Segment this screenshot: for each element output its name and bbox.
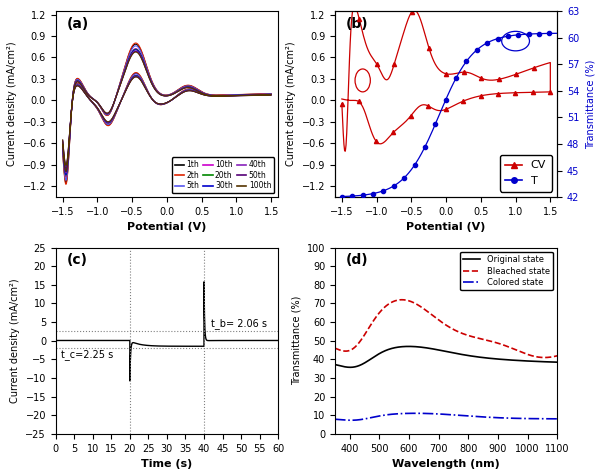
X-axis label: Time (s): Time (s) [141,459,193,469]
X-axis label: Potential (V): Potential (V) [406,222,486,232]
Text: (d): (d) [346,253,368,267]
Y-axis label: Transmittance (%): Transmittance (%) [291,296,301,386]
X-axis label: Wavelength (nm): Wavelength (nm) [393,459,500,469]
Text: (a): (a) [67,17,89,30]
Y-axis label: Current density (mA/cm²): Current density (mA/cm²) [10,278,20,403]
Legend: 1th, 2th, 5th, 10th, 20th, 30th, 40th, 50th, 100th: 1th, 2th, 5th, 10th, 20th, 30th, 40th, 5… [172,157,275,193]
Y-axis label: Current density (mA/cm²): Current density (mA/cm²) [286,42,296,167]
Text: (c): (c) [67,253,88,267]
Y-axis label: Transmittance (%): Transmittance (%) [585,60,595,149]
Legend: Original state, Bleached state, Colored state: Original state, Bleached state, Colored … [460,252,553,290]
Text: t_b= 2.06 s: t_b= 2.06 s [211,318,267,328]
Text: (b): (b) [346,17,368,30]
Text: t_c=2.25 s: t_c=2.25 s [61,349,114,360]
X-axis label: Potential (V): Potential (V) [127,222,206,232]
Legend: CV, T: CV, T [500,155,551,192]
Y-axis label: Current density (mA/cm²): Current density (mA/cm²) [7,42,17,167]
